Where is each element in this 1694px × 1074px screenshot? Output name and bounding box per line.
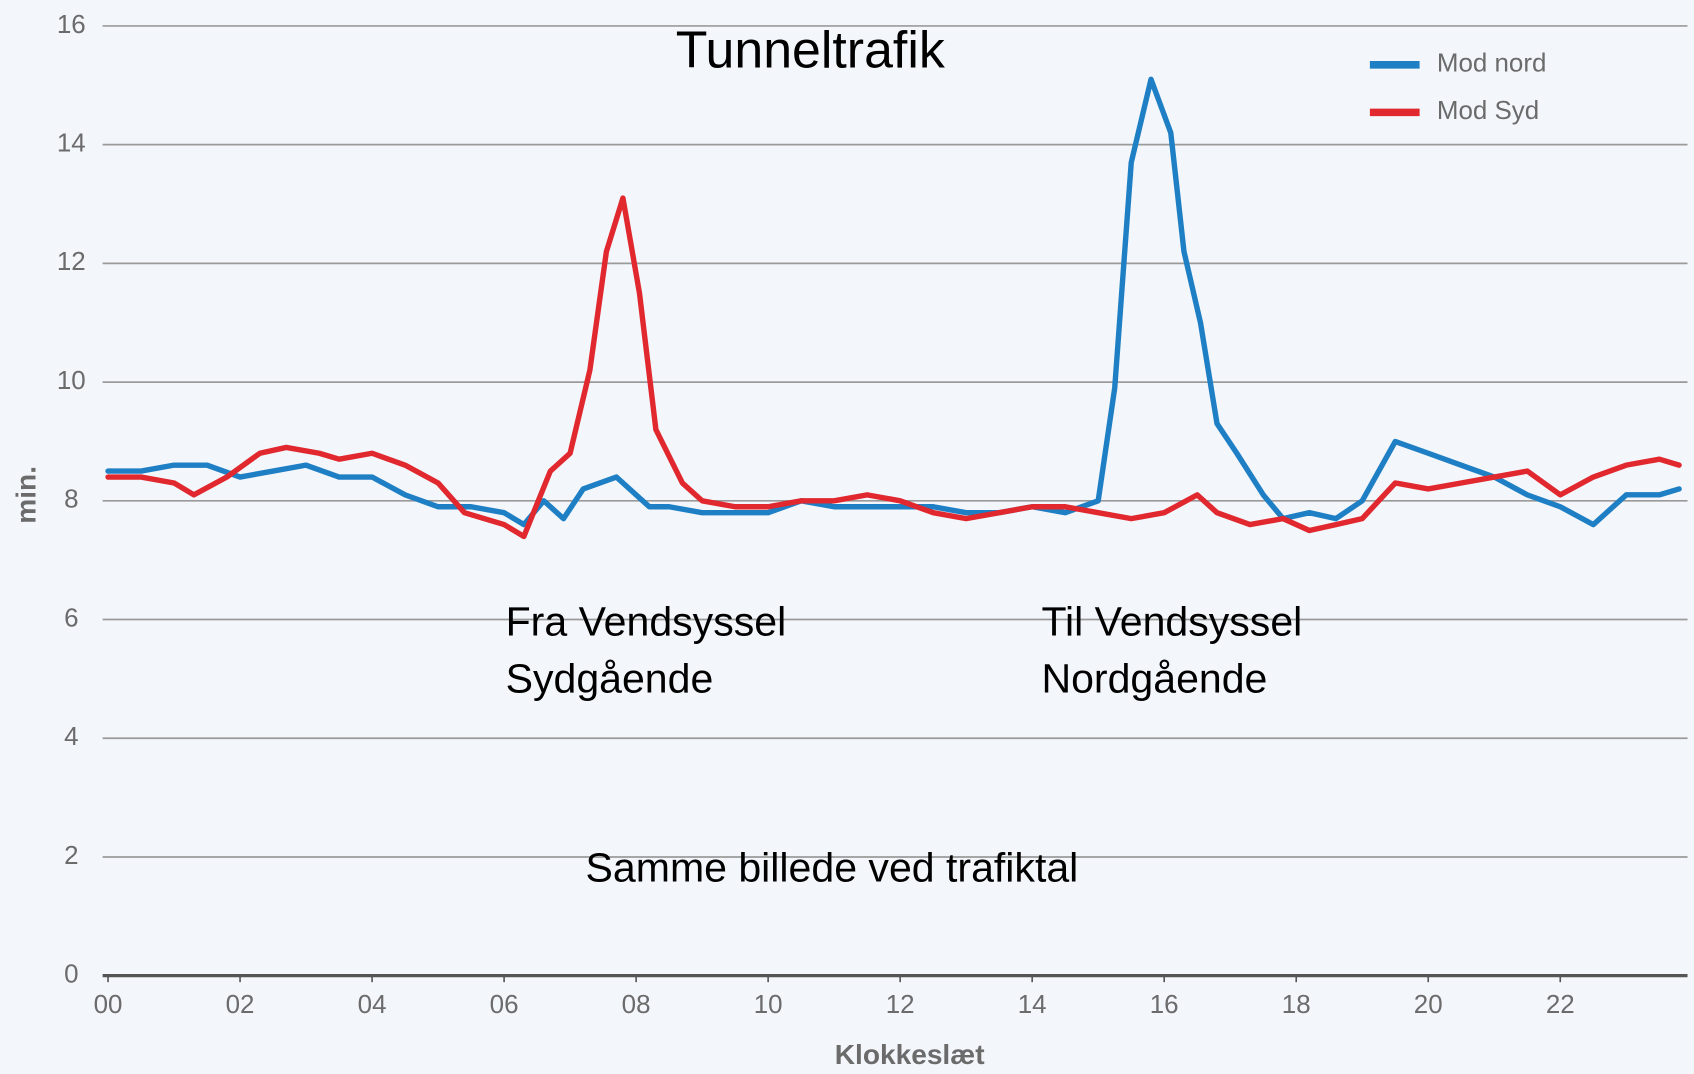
x-tick-label: 00 — [94, 991, 123, 1019]
line-series — [105, 195, 1682, 540]
x-tick-label: 08 — [622, 991, 651, 1019]
x-tick-label: 02 — [226, 991, 255, 1019]
x-tick-label: 06 — [490, 991, 519, 1019]
chart-title: Tunneltrafik — [676, 21, 945, 79]
y-tick-label: 2 — [64, 842, 78, 870]
x-tick-label: 18 — [1282, 991, 1311, 1019]
y-tick-label: 16 — [57, 11, 86, 39]
x-tick-label: 14 — [1018, 991, 1047, 1019]
y-axis-label: min. — [11, 466, 42, 524]
annotation: Til Vendsyssel — [1041, 598, 1302, 644]
x-tick-label: 10 — [754, 991, 783, 1019]
legend-label: Mod nord — [1437, 50, 1547, 78]
y-tick-label: 4 — [64, 723, 78, 751]
y-tick-label: 10 — [57, 367, 86, 395]
x-tick-label: 22 — [1546, 991, 1575, 1019]
x-tick-label: 04 — [358, 991, 387, 1019]
y-tick-label: 6 — [64, 604, 78, 632]
legend-label: Mod Syd — [1437, 97, 1539, 125]
y-tick-label: 8 — [64, 486, 78, 514]
x-axis-label: Klokkeslæt — [835, 1039, 985, 1070]
x-tick-label: 16 — [1150, 991, 1179, 1019]
x-tick-label: 12 — [886, 991, 915, 1019]
annotation: Sydgående — [506, 656, 714, 702]
y-tick-label: 12 — [57, 248, 86, 276]
x-tick-label: 20 — [1414, 991, 1443, 1019]
annotation: Fra Vendsyssel — [506, 598, 787, 644]
annotation: Samme billede ved trafiktal — [586, 845, 1079, 891]
y-tick-label: 0 — [64, 961, 78, 989]
line-series — [105, 76, 1682, 528]
y-tick-label: 14 — [57, 129, 86, 157]
annotation: Nordgående — [1041, 656, 1267, 702]
